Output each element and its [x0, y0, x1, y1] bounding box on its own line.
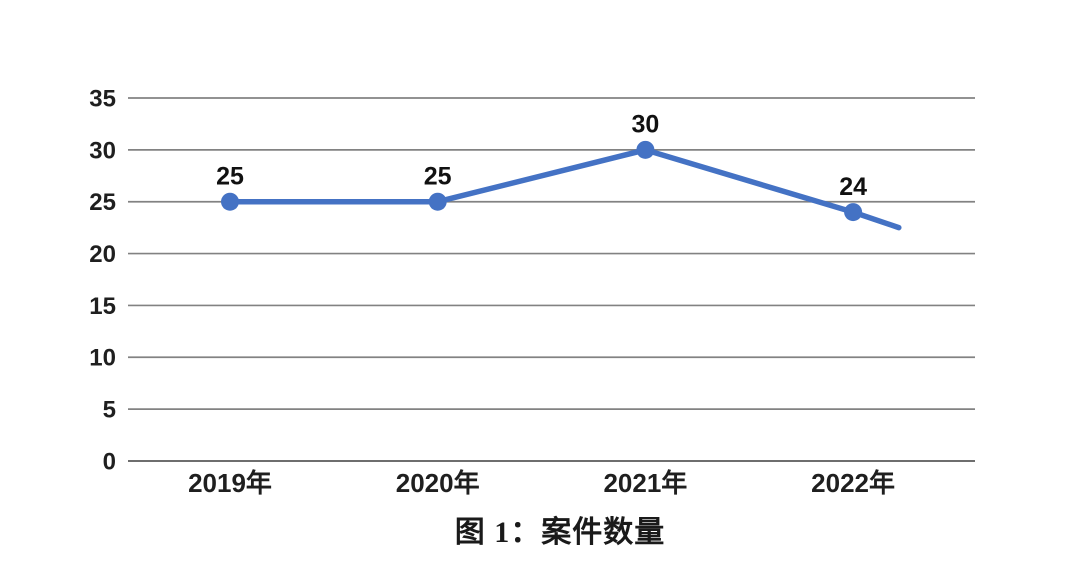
data-label: 30	[631, 111, 659, 139]
y-tick-label: 5	[103, 397, 116, 424]
x-axis-label: 2022年	[811, 468, 895, 498]
figure-caption: 图 1：案件数量	[454, 516, 666, 549]
data-label: 25	[424, 162, 452, 190]
x-axis-label: 2020年	[396, 468, 480, 498]
y-tick-label: 35	[89, 85, 116, 112]
data-series-line	[227, 147, 902, 231]
line-chart: 0 5 10 15 20 25 30 35 2019年 2020年 2021年 2022年 25 25 30…	[89, 85, 975, 498]
data-label: 25	[216, 162, 244, 190]
x-axis-label: 2021年	[603, 468, 687, 498]
data-point-marker	[221, 192, 239, 211]
y-tick-label: 0	[103, 448, 116, 475]
y-tick-label: 20	[89, 241, 116, 268]
data-label: 24	[839, 173, 867, 201]
y-tick-label: 10	[89, 345, 116, 372]
x-axis-label: 2019年	[188, 468, 272, 498]
data-point-marker	[636, 140, 655, 159]
y-tick-label: 15	[89, 293, 116, 320]
y-tick-label: 30	[89, 137, 116, 164]
data-point-marker	[428, 192, 447, 211]
y-tick-label: 25	[89, 189, 116, 216]
data-point-marker	[844, 203, 863, 222]
